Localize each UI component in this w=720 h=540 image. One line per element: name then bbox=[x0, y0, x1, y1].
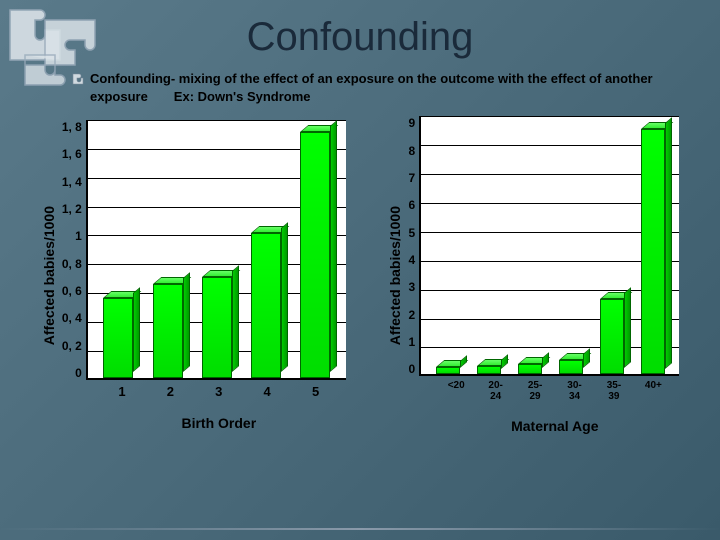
ytick-label: 5 bbox=[408, 226, 415, 240]
definition-content: Confounding- mixing of the effect of an … bbox=[90, 71, 653, 104]
ytick-label: 2 bbox=[408, 308, 415, 322]
bar bbox=[251, 233, 281, 377]
xtick-label: 40+ bbox=[641, 380, 665, 402]
ytick-label: 1 bbox=[75, 229, 82, 243]
chart-right-yticks: 9 8 7 6 5 4 3 2 1 0 bbox=[408, 116, 419, 376]
chart-right-ylabel: Affected babies/1000 bbox=[387, 206, 403, 345]
bar bbox=[103, 298, 133, 377]
bar bbox=[600, 299, 624, 374]
ytick-label: 1, 4 bbox=[62, 175, 82, 189]
chart-birth-order: Affected babies/1000 1, 8 1, 6 1, 4 1, 2 1 0,… bbox=[41, 116, 346, 434]
chart-left-plot bbox=[86, 120, 346, 380]
ytick-label: 6 bbox=[408, 198, 415, 212]
bar bbox=[641, 129, 665, 375]
xtick-label: 5 bbox=[301, 384, 331, 399]
xtick-label: 20-24 bbox=[484, 380, 508, 402]
xtick-label: 4 bbox=[252, 384, 282, 399]
ytick-label: 0 bbox=[75, 366, 82, 380]
xtick-label: 35-39 bbox=[602, 380, 626, 402]
chart-left-ylabel: Affected babies/1000 bbox=[41, 206, 57, 345]
bar bbox=[300, 132, 330, 378]
ytick-label: 7 bbox=[408, 171, 415, 185]
bar bbox=[153, 284, 183, 378]
xtick-label: <20 bbox=[444, 380, 468, 402]
chart-right-xlabel: Maternal Age bbox=[430, 418, 679, 434]
xtick-label: 30-34 bbox=[563, 380, 587, 402]
ytick-label: 9 bbox=[408, 116, 415, 130]
bar bbox=[559, 360, 583, 374]
bar bbox=[202, 277, 232, 378]
ytick-label: 4 bbox=[408, 253, 415, 267]
ytick-label: 1, 6 bbox=[62, 147, 82, 161]
bar bbox=[436, 367, 460, 374]
bullet-icon bbox=[72, 73, 84, 85]
ytick-label: 0, 4 bbox=[62, 311, 82, 325]
xtick-label: 1 bbox=[107, 384, 137, 399]
xtick-label: 25-29 bbox=[523, 380, 547, 402]
chart-right-plot bbox=[419, 116, 679, 376]
chart-right-xticks: <20 20-24 25-29 30-34 35-39 40+ bbox=[430, 380, 679, 402]
puzzle-decoration bbox=[0, 0, 140, 100]
ytick-label: 0, 6 bbox=[62, 284, 82, 298]
chart-left-xlabel: Birth Order bbox=[92, 415, 346, 431]
footer-divider bbox=[0, 528, 720, 530]
chart-left-yticks: 1, 8 1, 6 1, 4 1, 2 1 0, 8 0, 6 0, 4 0, 2 0 bbox=[62, 120, 86, 380]
ytick-label: 3 bbox=[408, 280, 415, 294]
ytick-label: 0 bbox=[408, 362, 415, 376]
xtick-label: 2 bbox=[155, 384, 185, 399]
charts-container: Affected babies/1000 1, 8 1, 6 1, 4 1, 2 1 0,… bbox=[0, 111, 720, 434]
ytick-label: 1, 8 bbox=[62, 120, 82, 134]
chart-maternal-age: Affected babies/1000 9 8 7 6 5 4 3 2 1 0 <20 20-24… bbox=[387, 116, 679, 434]
ytick-label: 0, 8 bbox=[62, 257, 82, 271]
ytick-label: 0, 2 bbox=[62, 339, 82, 353]
ytick-label: 1, 2 bbox=[62, 202, 82, 216]
xtick-label: 3 bbox=[204, 384, 234, 399]
bar bbox=[477, 366, 501, 375]
chart-left-xticks: 1 2 3 4 5 bbox=[92, 384, 346, 399]
ytick-label: 8 bbox=[408, 144, 415, 158]
ytick-label: 1 bbox=[408, 335, 415, 349]
bar bbox=[518, 364, 542, 374]
